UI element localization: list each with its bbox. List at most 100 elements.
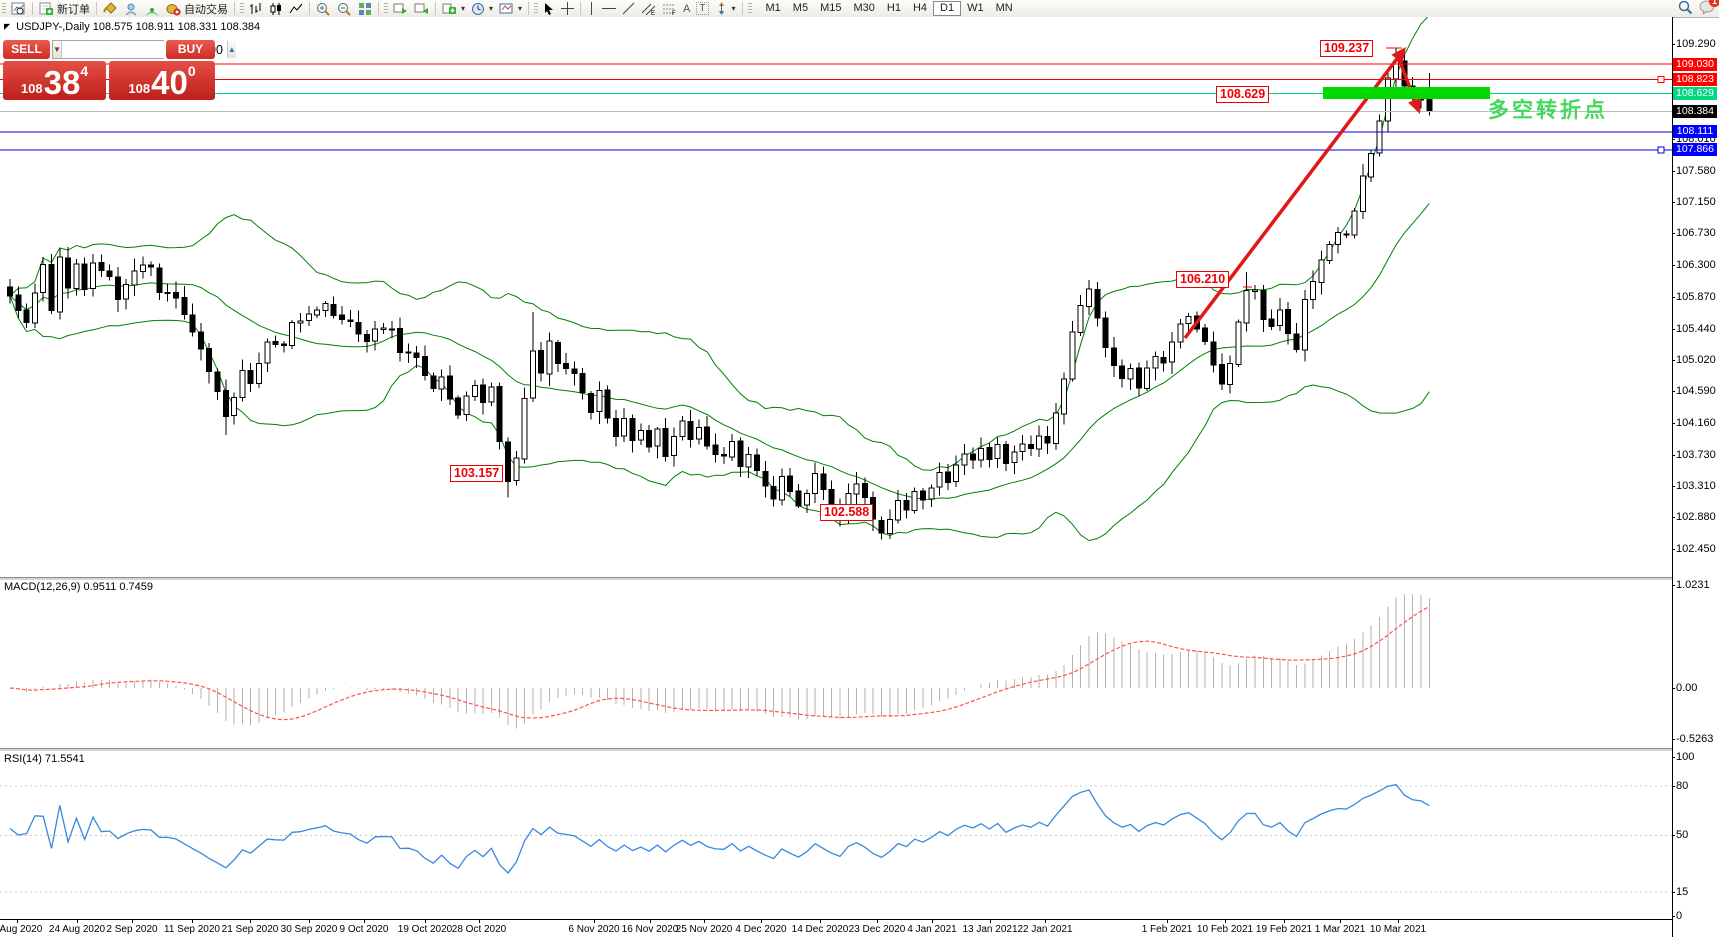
volume-decrease-button[interactable]: ▼: [53, 41, 62, 58]
arrows-icon: [715, 2, 728, 15]
vertical-line-tool-button[interactable]: [584, 1, 599, 16]
price-annotation[interactable]: 108.629: [1216, 86, 1270, 103]
time-tick-label: 14 Dec 2020: [791, 924, 849, 935]
cursor-tool-button[interactable]: [540, 1, 558, 16]
time-tick-label: 25 Nov 2020: [675, 924, 733, 935]
price-annotation[interactable]: 109.237: [1320, 40, 1374, 57]
time-tick: [990, 920, 991, 923]
new-order-button[interactable]: 新订单: [36, 1, 93, 16]
horizontal-line-icon: [602, 2, 617, 15]
price-axis[interactable]: 109.290 108.010 107.580 107.150 106.730 106.3…: [1671, 0, 1719, 937]
time-tick-label: 1 Mar 2021: [1314, 924, 1366, 935]
styles-button[interactable]: [100, 1, 121, 16]
notifications-button[interactable]: 1: [1699, 0, 1719, 17]
zoom-out-button[interactable]: [334, 1, 355, 16]
price-annotation[interactable]: 106.210: [1176, 271, 1230, 288]
timeframe-M5[interactable]: M5: [792, 2, 809, 14]
add-indicator-button[interactable]: ▾: [439, 1, 468, 16]
price-tick-label: 109.290: [1672, 38, 1716, 51]
time-tick: [1167, 920, 1168, 923]
label-connectors: [1243, 47, 1402, 288]
timeframe-D1[interactable]: D1: [933, 1, 962, 16]
text-label-icon: T: [696, 2, 709, 15]
tile-windows-button[interactable]: [355, 1, 375, 16]
buy-price-sup: 0: [187, 63, 196, 79]
search-icon[interactable]: [1678, 0, 1693, 18]
time-tick-label: 6 Nov 2020: [568, 924, 620, 935]
time-tick: [650, 920, 651, 923]
support-zone-bar[interactable]: [1323, 87, 1490, 99]
timeframe-M1[interactable]: M1: [765, 2, 781, 14]
time-tick-label: 16 Nov 2020: [621, 924, 679, 935]
time-tick: [77, 920, 78, 923]
arrows-tool-button[interactable]: ▾: [712, 1, 739, 16]
template-selector-button[interactable]: ▾: [496, 1, 525, 16]
price-level-badge: 109.030: [1673, 57, 1717, 71]
time-tick-label: 4 Jan 2021: [907, 924, 957, 935]
cascade-windows-button[interactable]: [390, 1, 411, 16]
profile-button[interactable]: [121, 1, 142, 16]
text-tool-button[interactable]: A: [680, 1, 693, 16]
timeframe-M15[interactable]: M15: [820, 2, 842, 14]
line-chart-button[interactable]: [286, 1, 306, 16]
time-tick: [17, 920, 18, 923]
svg-text:F: F: [672, 11, 676, 15]
macd-pane[interactable]: [0, 580, 1672, 748]
price-tick-label: 103.310: [1672, 479, 1716, 492]
time-tick-label: 2 Sep 2020: [106, 924, 158, 935]
timeframe-W1[interactable]: W1: [967, 2, 984, 14]
candlestick-chart-button[interactable]: [266, 1, 286, 16]
trendline-tool-button[interactable]: [619, 1, 638, 16]
trendline-icon: [622, 2, 635, 15]
macd-axis-label: -0.5263: [1671, 732, 1714, 745]
rsi-indicator-label: RSI(14) 71.5541: [4, 753, 85, 765]
tile-windows-icon: [358, 2, 372, 16]
time-tick-label: 10 Feb 2021: [1196, 924, 1254, 935]
macd-indicator-label: MACD(12,26,9) 0.9511 0.7459: [4, 581, 153, 593]
macd-axis-label: 0.00: [1671, 681, 1698, 694]
fibonacci-tool-button[interactable]: F: [659, 1, 680, 16]
text-label-tool-button[interactable]: T: [693, 1, 711, 16]
time-tick: [932, 920, 933, 923]
horizontal-line-tool-button[interactable]: [599, 1, 619, 16]
rsi-axis-label: 100: [1671, 750, 1695, 763]
sell-price-display[interactable]: 108 38 4: [3, 61, 106, 100]
price-level-badge: 108.384: [1673, 105, 1717, 119]
volume-increase-button[interactable]: ▲: [226, 41, 236, 58]
rsi-pane[interactable]: [0, 751, 1672, 919]
timeframe-M30[interactable]: M30: [853, 2, 875, 14]
signal-button[interactable]: [142, 1, 163, 16]
time-tick: [761, 920, 762, 923]
notification-badge: 1: [1708, 0, 1719, 7]
price-annotation[interactable]: 103.157: [450, 465, 504, 482]
buy-button[interactable]: BUY: [166, 40, 215, 59]
price-tick-label: 105.440: [1672, 322, 1716, 335]
time-tick: [192, 920, 193, 923]
rsi-gridlines: [0, 785, 1672, 893]
equidistant-channel-tool-button[interactable]: E: [638, 1, 659, 16]
zoom-in-button[interactable]: [313, 1, 334, 16]
bar-chart-button[interactable]: [246, 1, 266, 16]
timeframe-H4[interactable]: H4: [912, 2, 928, 14]
timeframe-H1[interactable]: H1: [886, 2, 901, 14]
arrange-windows-button[interactable]: [411, 1, 432, 16]
price-annotation[interactable]: 102.588: [820, 504, 874, 521]
time-tick: [1225, 920, 1226, 923]
chart-preview-button[interactable]: [8, 1, 29, 16]
crosshair-icon: [561, 2, 575, 15]
buy-price-display[interactable]: 108 40 0: [109, 61, 215, 100]
crosshair-tool-button[interactable]: [558, 1, 577, 16]
autotrade-button[interactable]: 自动交易: [163, 1, 231, 16]
sell-button[interactable]: SELL: [3, 40, 50, 59]
styles-bucket-icon: [103, 1, 118, 16]
price-tick-label: 102.450: [1672, 543, 1716, 556]
period-selector-button[interactable]: ▾: [468, 1, 496, 16]
toolbar-grip[interactable]: [2, 2, 6, 15]
price-tick-label: 106.730: [1672, 227, 1716, 240]
candlesticks: [7, 48, 1433, 540]
main-chart[interactable]: [0, 17, 1672, 577]
level-lines[interactable]: [0, 63, 1672, 154]
timeframe-MN[interactable]: MN: [995, 2, 1013, 14]
